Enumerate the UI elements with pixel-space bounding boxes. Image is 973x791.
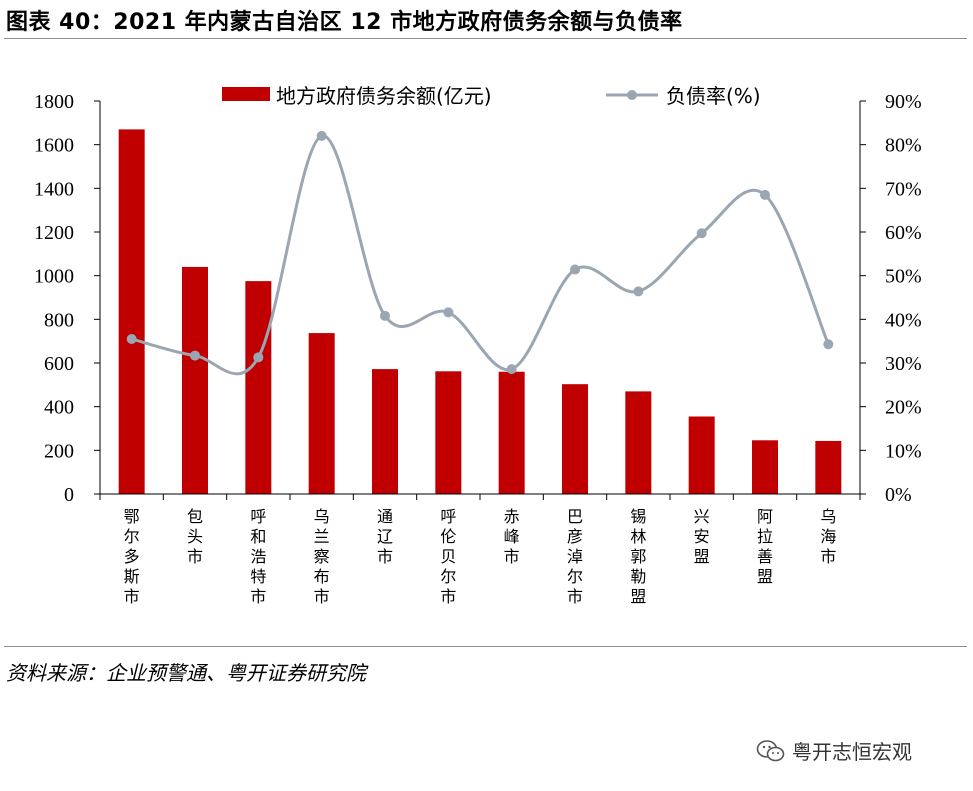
bar xyxy=(562,384,588,494)
right-tick-label: 50% xyxy=(885,266,922,288)
category-label: 包头市 xyxy=(187,507,203,566)
right-tick-label: 10% xyxy=(885,440,922,462)
bar xyxy=(118,129,145,494)
left-tick-label: 400 xyxy=(44,397,74,419)
bottom-divider xyxy=(4,646,967,647)
category-label: 锡林郭勒盟 xyxy=(630,507,646,606)
left-tick-label: 0 xyxy=(64,484,74,506)
bar xyxy=(435,371,462,494)
line-point xyxy=(316,130,327,141)
bar xyxy=(308,333,335,494)
watermark: 粤开志恒宏观 xyxy=(756,736,912,765)
line-point xyxy=(760,189,770,200)
legend-label-bar: 地方政府债务余额(亿元) xyxy=(276,84,492,108)
bar xyxy=(625,391,652,494)
left-tick-label: 200 xyxy=(44,440,74,462)
right-tick-label: 20% xyxy=(885,397,922,419)
line-point xyxy=(253,352,264,363)
wechat-icon xyxy=(756,739,785,761)
right-tick-label: 60% xyxy=(885,222,922,244)
line-point xyxy=(633,286,644,297)
right-axis: 0% 10% 20% 30% 40% 50% 60% 70% 80% 90% xyxy=(859,91,922,506)
line-point xyxy=(570,264,580,275)
line-point xyxy=(126,333,137,344)
left-axis: 0 200 400 600 800 1000 1200 1400 1600 1800 xyxy=(34,91,101,506)
right-tick-label: 80% xyxy=(885,135,922,157)
left-tick-label: 1600 xyxy=(34,135,74,157)
legend-swatch-marker xyxy=(627,90,637,100)
category-label: 呼和浩特市 xyxy=(250,507,266,606)
line-series xyxy=(126,130,834,376)
watermark-text: 粤开志恒宏观 xyxy=(792,740,912,764)
left-tick-label: 1800 xyxy=(34,91,74,113)
top-divider xyxy=(4,38,967,39)
line-point xyxy=(380,310,390,321)
line-point xyxy=(190,350,200,361)
bar xyxy=(245,281,272,494)
legend-label-line: 负债率(%) xyxy=(666,84,761,108)
category-label: 乌兰察布市 xyxy=(314,507,330,606)
bar-series xyxy=(118,129,842,494)
left-tick-label: 1000 xyxy=(34,266,74,288)
line-path xyxy=(131,134,830,376)
category-label: 鄂尔多斯市 xyxy=(124,507,140,606)
left-tick-label: 1400 xyxy=(34,178,74,200)
line-point xyxy=(443,307,454,318)
category-label: 巴彦淖尔市 xyxy=(567,507,583,606)
line-point xyxy=(506,364,517,375)
bar xyxy=(182,266,208,494)
category-label: 兴安盟 xyxy=(694,507,710,566)
left-tick-label: 1200 xyxy=(34,222,74,244)
source-note: 资料来源：企业预警通、粤开证券研究院 xyxy=(6,661,366,685)
right-tick-label: 70% xyxy=(885,178,922,200)
chart-title: 图表 40：2021 年内蒙古自治区 12 市地方政府债务余额与负债率 xyxy=(6,10,683,35)
right-tick-label: 40% xyxy=(885,309,922,331)
category-label: 阿拉善盟 xyxy=(757,507,773,586)
bar xyxy=(815,440,842,494)
right-tick-label: 30% xyxy=(885,353,922,375)
x-axis: 鄂尔多斯市 包头市 呼和浩特市 乌兰察布市 通辽市 呼伦贝尔市 赤峰市 巴彦淖尔市 锡林郭勒盟 兴… xyxy=(99,493,861,606)
bar xyxy=(752,440,778,494)
left-tick-label: 800 xyxy=(44,309,74,331)
line-point xyxy=(696,228,707,239)
right-tick-label: 90% xyxy=(885,91,922,113)
category-label: 呼伦贝尔市 xyxy=(440,507,456,606)
category-label: 赤峰市 xyxy=(504,507,520,566)
combo-chart: 0 200 400 600 800 1000 1200 1400 1600 1800 0% 10% 2… xyxy=(34,84,922,606)
legend: 地方政府债务余额(亿元) 负债率(%) xyxy=(222,84,761,108)
left-tick-label: 600 xyxy=(44,353,74,375)
legend-swatch-bar xyxy=(222,87,270,101)
bar xyxy=(688,416,715,494)
line-point xyxy=(823,339,834,350)
category-label: 乌海市 xyxy=(820,507,836,566)
category-label: 通辽市 xyxy=(377,507,393,566)
bar xyxy=(372,369,398,494)
bar xyxy=(498,371,525,494)
right-tick-label: 0% xyxy=(885,484,912,506)
